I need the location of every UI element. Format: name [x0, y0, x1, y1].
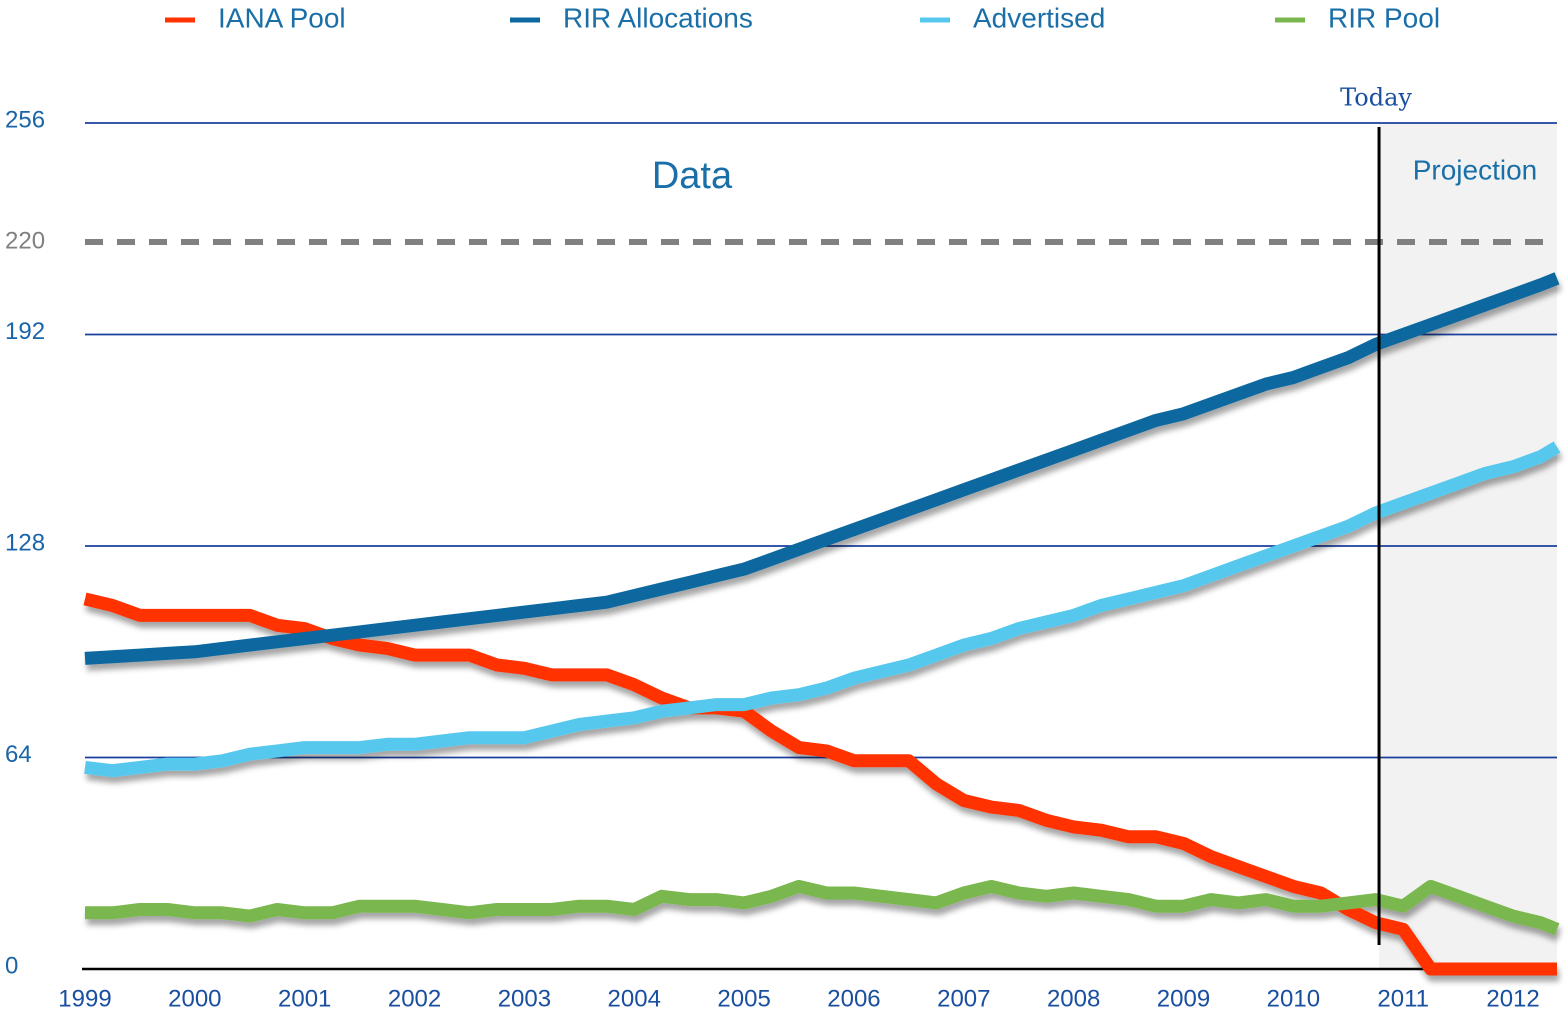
- y-tick-label: 0: [5, 952, 18, 979]
- legend-label: RIR Pool: [1328, 2, 1440, 33]
- legend-label: Advertised: [973, 2, 1105, 33]
- data-label: Data: [652, 155, 733, 197]
- y-tick-label: 128: [5, 529, 45, 556]
- x-tick-label: 2007: [937, 985, 990, 1012]
- x-tick-label: 2005: [717, 985, 770, 1012]
- legend-label: IANA Pool: [218, 2, 346, 33]
- legend-label: RIR Allocations: [563, 2, 753, 33]
- x-tick-label: 2000: [168, 985, 221, 1012]
- x-tick-label: 1999: [58, 985, 111, 1012]
- x-tick-label: 2004: [608, 985, 661, 1012]
- projection-label: Projection: [1413, 154, 1538, 185]
- y-tick-label: 256: [5, 106, 45, 133]
- series-line: [84, 441, 1561, 778]
- x-tick-label: 2006: [827, 985, 880, 1012]
- x-tick-label: 2010: [1267, 985, 1320, 1012]
- x-tick-label: 2002: [388, 985, 441, 1012]
- y-tick-label: 64: [5, 741, 32, 768]
- x-tick-label: 2008: [1047, 985, 1100, 1012]
- series-line: [84, 272, 1560, 665]
- x-tick-label: 2011: [1377, 985, 1429, 1012]
- x-tick-label: 2012: [1486, 985, 1539, 1012]
- x-tick-label: 2001: [278, 985, 331, 1012]
- y-tick-label: 192: [5, 318, 45, 345]
- x-tick-label: 2009: [1157, 985, 1210, 1012]
- threshold-label: 220: [5, 227, 45, 254]
- today-label: Today: [1340, 84, 1412, 112]
- x-tick-label: 2003: [498, 985, 551, 1012]
- lines: [83, 272, 1561, 976]
- series-line: [85, 879, 1560, 936]
